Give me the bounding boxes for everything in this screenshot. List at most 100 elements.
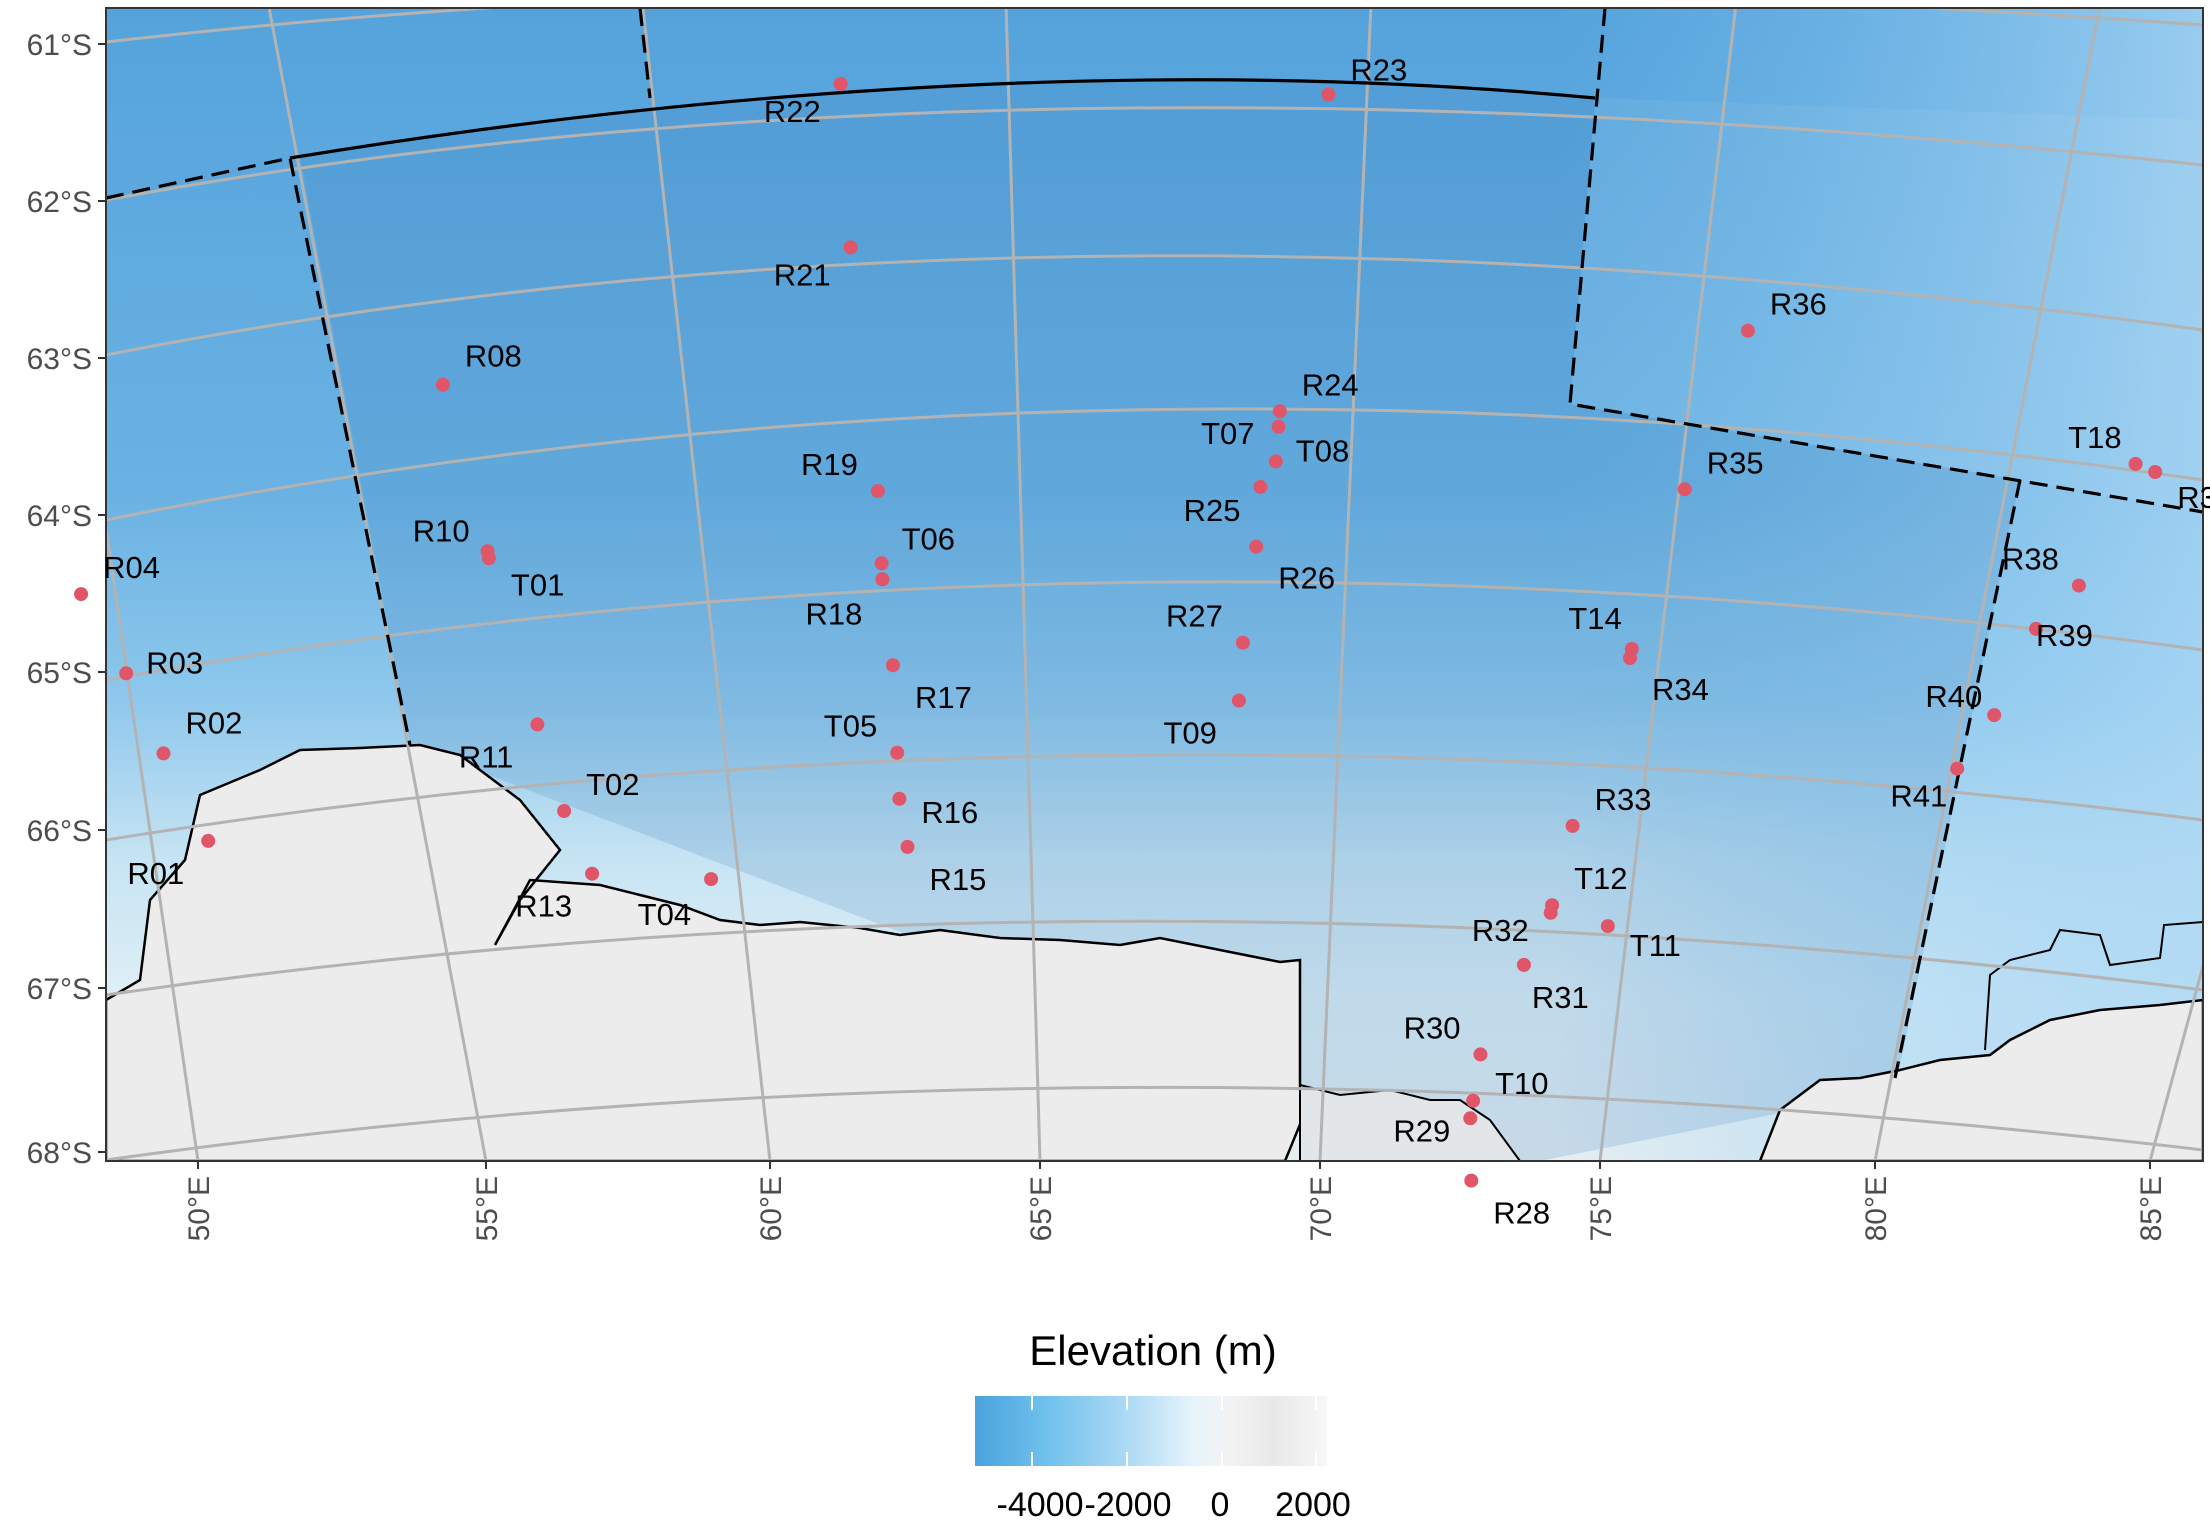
parallel-61: [106, 8, 2203, 44]
northern-boundary: [289, 78, 1596, 160]
longitude-label: 75°E: [1585, 1176, 1618, 1241]
station-point: [900, 839, 915, 854]
station-label: R01: [127, 856, 184, 891]
station-point: [1249, 539, 1264, 554]
longitude-label: 70°E: [1305, 1176, 1338, 1241]
region-shading-main: [300, 78, 2020, 1161]
station-label: T01: [511, 567, 564, 602]
station-label: R17: [915, 680, 972, 715]
station-point: [874, 556, 889, 571]
station-label: R29: [1393, 1113, 1450, 1148]
station-label: T12: [1574, 861, 1627, 896]
station-label: R32: [1472, 913, 1529, 948]
longitude-label: 55°E: [471, 1176, 504, 1241]
map-panel: [106, 8, 2203, 1161]
station-label: R04: [103, 550, 160, 585]
station-point: [1231, 693, 1246, 708]
station-label: T06: [902, 521, 955, 556]
station-point: [2029, 621, 2043, 636]
panel-frame: [105, 7, 2204, 1162]
station-point: [1543, 905, 1558, 920]
meridian-55: [267, 8, 488, 1161]
station-point: [833, 77, 848, 91]
station-label: R34: [1652, 672, 1709, 707]
station-point: [557, 804, 572, 818]
station-label: R36: [1770, 287, 1827, 322]
station-label: R08: [465, 339, 522, 374]
latitude-label: 61°S: [27, 29, 92, 62]
station-label: T09: [1163, 716, 1216, 751]
station-label: R21: [774, 257, 831, 292]
northwest-dashed: [638, 8, 652, 99]
legend-tick-label: 2000: [1275, 1486, 1351, 1524]
meridian-65: [1004, 8, 1042, 1161]
meridian-80: [1873, 8, 2102, 1161]
east-coast-land: [1758, 998, 2203, 1161]
station-point: [119, 666, 134, 681]
station-label: R02: [186, 705, 243, 740]
station-label: R24: [1302, 367, 1359, 402]
eastern-boundary: [1893, 479, 2022, 1079]
station-point: [1565, 818, 1580, 833]
station-point: [530, 717, 545, 732]
legend-colorbar: [975, 1396, 1327, 1466]
station-label: R33: [1595, 782, 1652, 817]
station-label: R31: [1532, 980, 1589, 1015]
station-label: R10: [413, 513, 470, 548]
station-point: [481, 551, 496, 566]
station-label: T02: [586, 767, 639, 802]
legend-title: Elevation (m): [1029, 1327, 1276, 1374]
station-point: [1623, 651, 1637, 665]
latitude-label: 68°S: [27, 1137, 92, 1170]
station-label: R27: [1166, 599, 1223, 634]
station-label: T14: [1568, 601, 1621, 636]
parallel-68: [106, 1085, 2203, 1161]
meridian-75: [1598, 8, 1738, 1161]
parallel-64: [106, 407, 2203, 522]
station-label: R40: [1925, 679, 1982, 714]
legend-tick-label: -4000: [997, 1486, 1084, 1524]
parallel-63: [106, 254, 2203, 357]
station-point: [1271, 419, 1286, 434]
station-label: R23: [1350, 53, 1407, 88]
western-boundary-dashed: [106, 156, 412, 746]
region-shading-east: [1570, 98, 2203, 512]
station-point: [875, 572, 890, 587]
station-label: T10: [1495, 1066, 1548, 1101]
station-label: R38: [2002, 542, 2059, 577]
station-label: R25: [1184, 493, 1241, 528]
axes-layer: 61°S 62°S 63°S 64°S 65°S 66°S 67°S 68°S 50°E 55°E…: [27, 29, 2168, 1241]
graticule: [106, 8, 2203, 1161]
station-point: [1473, 1047, 1488, 1062]
meridian-50: [106, 518, 200, 1161]
station-label: R18: [806, 596, 863, 631]
station-point: [2071, 578, 2086, 593]
station-point: [1466, 1093, 1481, 1108]
station-label: R41: [1890, 779, 1947, 814]
latitude-label: 62°S: [27, 186, 92, 219]
station-point: [1677, 482, 1692, 497]
station-label: R03: [146, 645, 203, 680]
latitude-label: 67°S: [27, 973, 92, 1006]
latitude-label: 63°S: [27, 343, 92, 376]
station-point: [1464, 1173, 1479, 1188]
region-boundaries: [106, 8, 2203, 1079]
station-label: R19: [801, 447, 858, 482]
station-point: [886, 658, 900, 673]
longitude-label: 80°E: [1860, 1176, 1893, 1241]
station-label: R11: [459, 739, 514, 774]
station-point: [2148, 465, 2163, 479]
station-point: [1272, 404, 1287, 419]
station-label: T11: [1630, 928, 1681, 963]
station-label: R13: [515, 889, 572, 924]
station-point: [435, 377, 450, 392]
station-point: [1987, 708, 2002, 723]
station-point: [74, 587, 89, 602]
station-label: R15: [930, 862, 987, 897]
station-label: T04: [638, 897, 691, 932]
station-label: R22: [764, 94, 821, 129]
station-point: [892, 791, 907, 806]
stations-layer: R06R22R23R21R08R36T18R37R24T07T08R35R38R…: [74, 53, 2210, 1231]
station-point: [1463, 1111, 1478, 1126]
